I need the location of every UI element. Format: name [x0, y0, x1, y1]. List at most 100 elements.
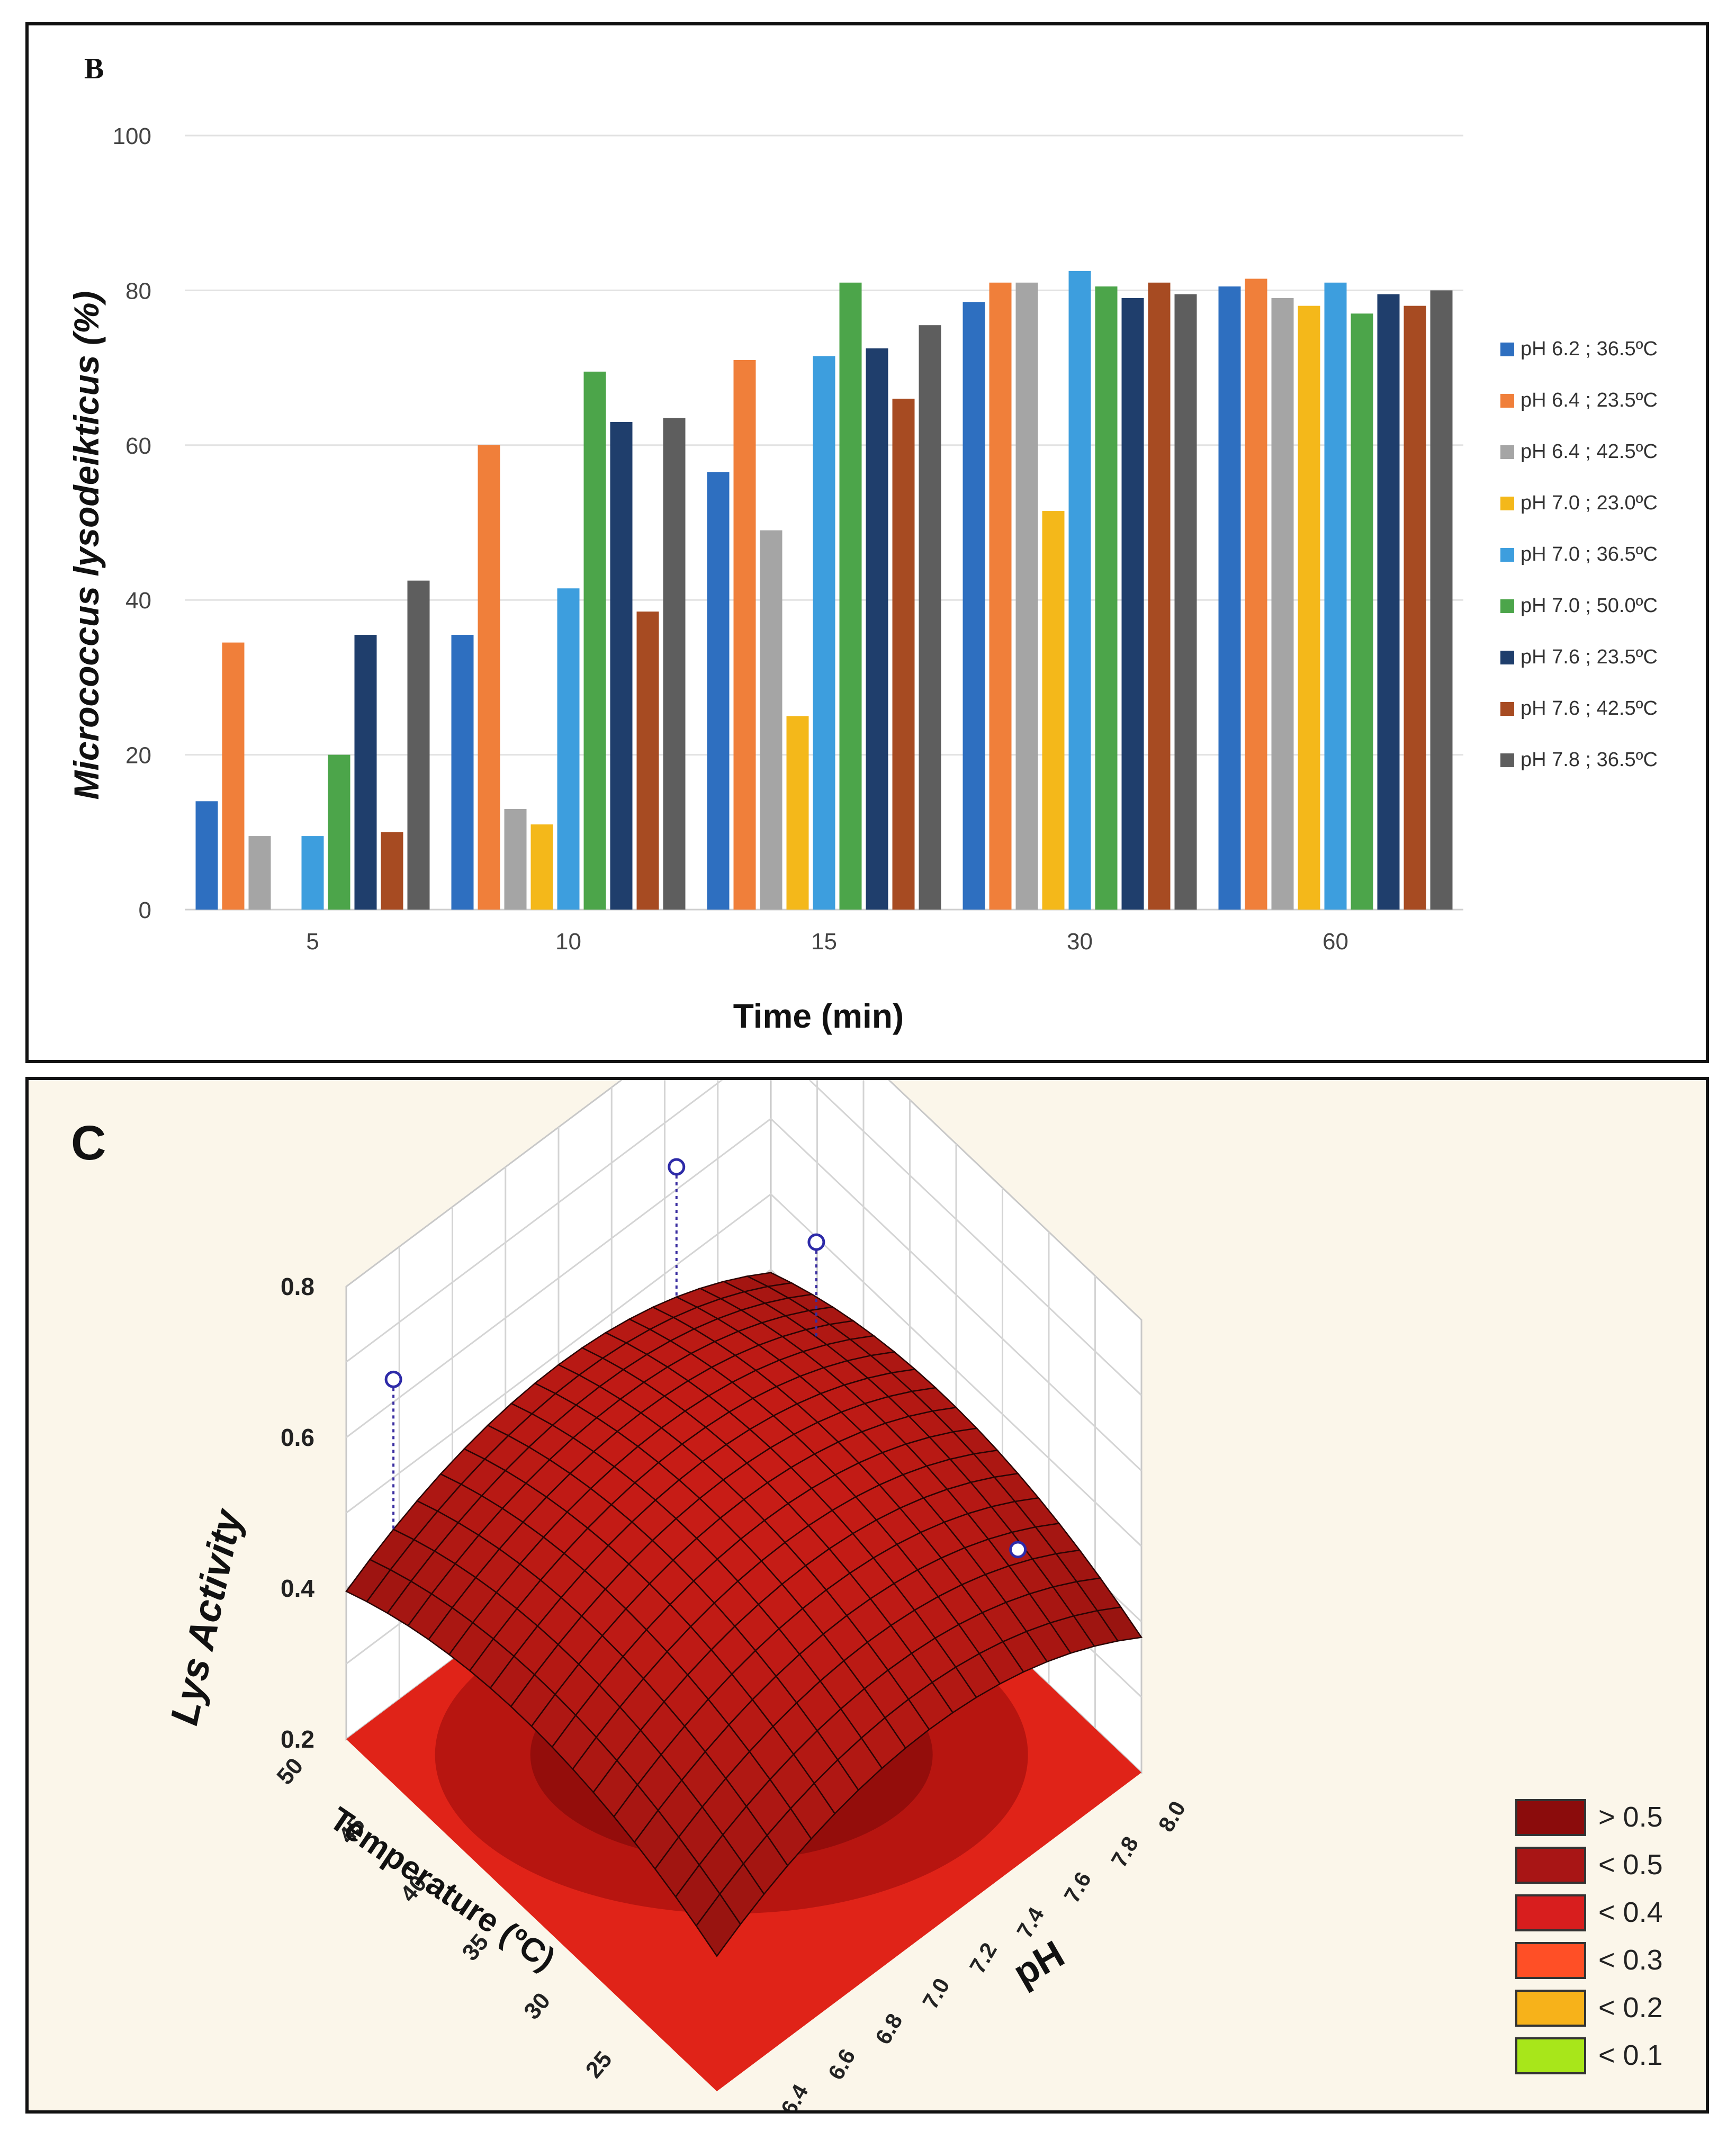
bar — [663, 418, 686, 910]
x-tick-label: 15 — [811, 929, 837, 955]
legend-swatch — [1500, 702, 1514, 716]
observed-point — [807, 1233, 825, 1251]
y-tick-label: 100 — [113, 123, 151, 149]
bar — [557, 588, 580, 910]
ph-tick-label: 6.6 — [823, 2045, 860, 2084]
legend-entry: pH 7.6 ; 23.5ºC — [1521, 646, 1658, 668]
temperature-tick-label: 20 — [642, 2105, 679, 2110]
ph-tick-label: 8.0 — [1153, 1797, 1190, 1836]
bar — [1351, 313, 1373, 910]
x-axis-label: Time (min) — [733, 997, 904, 1035]
legend-entry: pH 7.0 ; 23.0ºC — [1521, 492, 1658, 514]
legend-entry: pH 7.6 ; 42.5ºC — [1521, 697, 1658, 720]
x-tick-label: 10 — [555, 929, 581, 955]
observed-point — [384, 1370, 402, 1388]
legend-swatch — [1500, 343, 1514, 356]
ph-tick-label: 7.2 — [965, 1938, 1002, 1977]
bar — [760, 530, 782, 910]
x-tick-label: 5 — [306, 929, 319, 955]
legend-swatch — [1500, 651, 1514, 664]
bar — [1377, 294, 1400, 910]
legend-swatch — [1515, 1942, 1586, 1979]
bar — [583, 371, 606, 910]
bar — [328, 754, 350, 910]
bar — [1404, 305, 1426, 910]
ph-tick-label: 6.4 — [776, 2080, 813, 2110]
legend-swatch — [1500, 753, 1514, 767]
bar — [1015, 282, 1038, 910]
bar — [1174, 294, 1197, 910]
bar — [610, 421, 633, 910]
z-tick-label: 0.6 — [281, 1424, 314, 1451]
bar — [786, 716, 809, 910]
legend-swatch — [1515, 1847, 1586, 1884]
legend-swatch — [1500, 497, 1514, 510]
y-tick-label: 40 — [125, 588, 151, 614]
legend-entry: pH 6.4 ; 42.5ºC — [1521, 440, 1658, 463]
bar — [989, 282, 1012, 910]
bar — [222, 642, 245, 910]
legend-entry: > 0.5 — [1598, 1801, 1663, 1833]
z-tick-label: 0.8 — [281, 1273, 314, 1300]
bar — [301, 836, 324, 910]
legend-swatch — [1515, 1799, 1586, 1836]
bar — [1324, 282, 1347, 910]
bar — [963, 302, 985, 910]
legend-entry: < 0.2 — [1598, 1992, 1663, 2024]
bar — [892, 399, 915, 910]
y-tick-label: 80 — [125, 278, 151, 304]
bar — [733, 359, 756, 910]
z-axis-label: Lys Activity — [162, 1504, 251, 1729]
bar — [381, 832, 403, 910]
y-axis-label: Micrococcus lysodeikticus (%) — [67, 291, 106, 800]
wall-gridline — [346, 1193, 1143, 1547]
legend-swatch — [1515, 1990, 1586, 2027]
bar — [504, 808, 527, 910]
ph-tick-label: 7.6 — [1059, 1868, 1096, 1907]
legend-entry: pH 6.4 ; 23.5ºC — [1521, 389, 1658, 411]
bar — [839, 282, 862, 910]
bar — [1042, 511, 1065, 910]
legend-swatch — [1500, 445, 1514, 459]
bar — [636, 612, 659, 910]
bar — [478, 445, 500, 910]
bar — [1218, 286, 1241, 910]
bar — [530, 824, 553, 910]
legend-entry: pH 6.2 ; 36.5ºC — [1521, 338, 1658, 360]
legend-swatch — [1500, 394, 1514, 408]
legend-entry: pH 7.0 ; 50.0ºC — [1521, 595, 1658, 617]
y-tick-label: 60 — [125, 433, 151, 459]
observed-point — [668, 1158, 686, 1176]
panel-label-b: B — [84, 52, 104, 85]
bar — [1148, 282, 1171, 910]
legend-entry: < 0.4 — [1598, 1896, 1663, 1928]
y-tick-label: 20 — [125, 743, 151, 769]
legend-swatch — [1515, 2037, 1586, 2074]
wall-gridline — [346, 1118, 1143, 1472]
surface-chart: C 0.80.60.40.2 6.26.46.66.87.07.27.47.67… — [71, 1080, 1663, 2110]
legend-swatch — [1500, 548, 1514, 562]
z-tick-label: 0.4 — [281, 1575, 314, 1602]
bar — [707, 472, 730, 910]
bar — [919, 325, 941, 910]
bar — [1298, 305, 1320, 910]
bar — [354, 634, 377, 910]
temperature-tick-label: 30 — [519, 1988, 555, 2025]
bar — [248, 836, 271, 910]
legend-entry: pH 7.8 ; 36.5ºC — [1521, 749, 1658, 771]
x-tick-label: 60 — [1323, 929, 1348, 955]
x-tick-label: 30 — [1067, 929, 1093, 955]
ph-axis-label: pH — [1006, 1933, 1071, 1995]
bar — [1271, 298, 1294, 910]
bar — [1245, 278, 1267, 910]
wall-gridline — [346, 1080, 1143, 1396]
ph-tick-label: 7.8 — [1106, 1832, 1143, 1872]
panel-b: B 0 20 40 60 80 100 5 10 15 30 60 pH 6.2 ; 36.5ºC… — [25, 22, 1709, 1063]
legend-swatch — [1500, 599, 1514, 613]
bar-chart: B 0 20 40 60 80 100 5 10 15 30 60 pH 6.2 ; 36.5ºC… — [67, 52, 1658, 1035]
legend-entry: < 0.3 — [1598, 1944, 1663, 1976]
bar — [813, 356, 835, 910]
surface-cell — [695, 1893, 742, 1957]
bar — [866, 348, 888, 910]
bar — [195, 801, 218, 910]
